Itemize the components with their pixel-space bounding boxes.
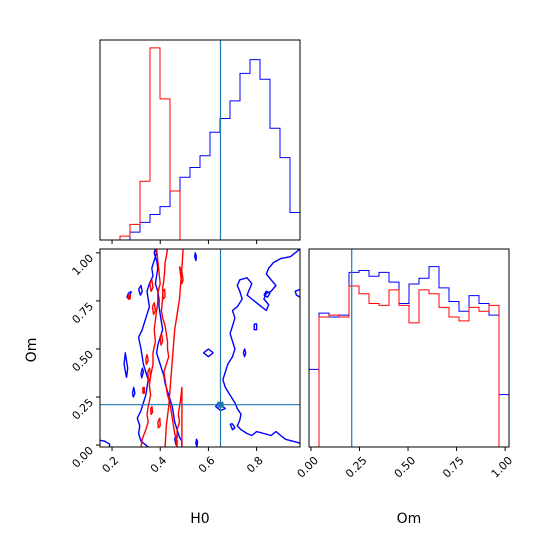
om-hist-series bbox=[309, 266, 509, 447]
series-b-contour bbox=[140, 367, 145, 379]
series-b-contour bbox=[253, 323, 258, 331]
series-b-contour bbox=[137, 284, 143, 296]
om-hist-tick-label: 0.25 bbox=[343, 454, 370, 481]
series-a-contour bbox=[160, 249, 183, 447]
h0-hist-series-b-step bbox=[100, 59, 300, 240]
series-a-contour bbox=[149, 405, 154, 415]
h0-tick-label: 0.2 bbox=[100, 454, 122, 476]
h0-hist-series-a-step bbox=[100, 47, 300, 240]
h0-tick-label: 0.4 bbox=[148, 454, 170, 476]
h0-tick-label: 0.6 bbox=[196, 454, 218, 476]
truth-marker bbox=[217, 401, 224, 408]
y-axis-label-om: Om bbox=[24, 338, 40, 363]
h0-tick-label: 0.8 bbox=[244, 454, 266, 476]
x-axis-label-om: Om bbox=[397, 511, 422, 527]
om-hist-tick-label: 1.00 bbox=[489, 454, 516, 481]
om-hist-series-b-step bbox=[309, 266, 509, 396]
series-a-contour bbox=[142, 386, 145, 394]
series-b-contour bbox=[294, 288, 300, 298]
h0-histogram-panel bbox=[99, 39, 301, 244]
series-b-contour bbox=[136, 249, 166, 447]
om-tick-label: 0.25 bbox=[70, 396, 97, 423]
om-tick-label: 0.75 bbox=[70, 300, 97, 327]
series-b-contour bbox=[222, 249, 300, 444]
om-histogram-panel: 0.00 0.25 0.50 0.75 1.00 bbox=[295, 248, 516, 481]
series-a-contour bbox=[157, 417, 161, 429]
series-a-contour bbox=[127, 294, 132, 300]
series-b-contour bbox=[194, 252, 198, 262]
series-a-contour bbox=[178, 266, 184, 285]
series-a-contour bbox=[151, 302, 157, 316]
series-a-contour bbox=[140, 249, 161, 447]
series-b-contour bbox=[123, 352, 129, 378]
series-b-contour bbox=[242, 348, 247, 358]
series-b-contour bbox=[229, 423, 236, 431]
om-hist-series-a-step bbox=[309, 285, 509, 447]
h0-hist-frame bbox=[99, 39, 301, 241]
x-axis-label-h0: H0 bbox=[190, 511, 209, 527]
om-hist-tick-label: 0.50 bbox=[392, 454, 419, 481]
contour-series bbox=[100, 249, 300, 447]
series-a-contour bbox=[164, 249, 184, 447]
om-hist-tick-label: 0.00 bbox=[295, 454, 322, 481]
series-a-contour bbox=[145, 354, 149, 365]
contour-frame bbox=[99, 248, 301, 448]
series-a-contour bbox=[162, 288, 166, 300]
h0-om-contour-panel: 0.2 0.4 0.6 0.8 0.00 0.25 0.50 0.75 1.00 bbox=[70, 248, 301, 476]
series-a-contour bbox=[149, 279, 154, 292]
series-b-contour bbox=[164, 383, 183, 447]
series-b-contour bbox=[100, 439, 111, 447]
om-hist-tick-label: 0.75 bbox=[440, 454, 467, 481]
om-hist-frame bbox=[308, 248, 510, 448]
h0-hist-series bbox=[100, 47, 300, 240]
om-tick-label: 0.00 bbox=[70, 444, 97, 471]
om-tick-label: 0.50 bbox=[70, 348, 97, 375]
series-b-contour bbox=[195, 438, 199, 447]
series-a-contour bbox=[159, 332, 164, 346]
series-b-contour bbox=[131, 386, 136, 398]
series-b-contour bbox=[202, 348, 214, 358]
om-tick-label: 1.00 bbox=[70, 252, 97, 279]
series-a-contour bbox=[147, 367, 152, 383]
series-b-contour bbox=[263, 290, 271, 298]
